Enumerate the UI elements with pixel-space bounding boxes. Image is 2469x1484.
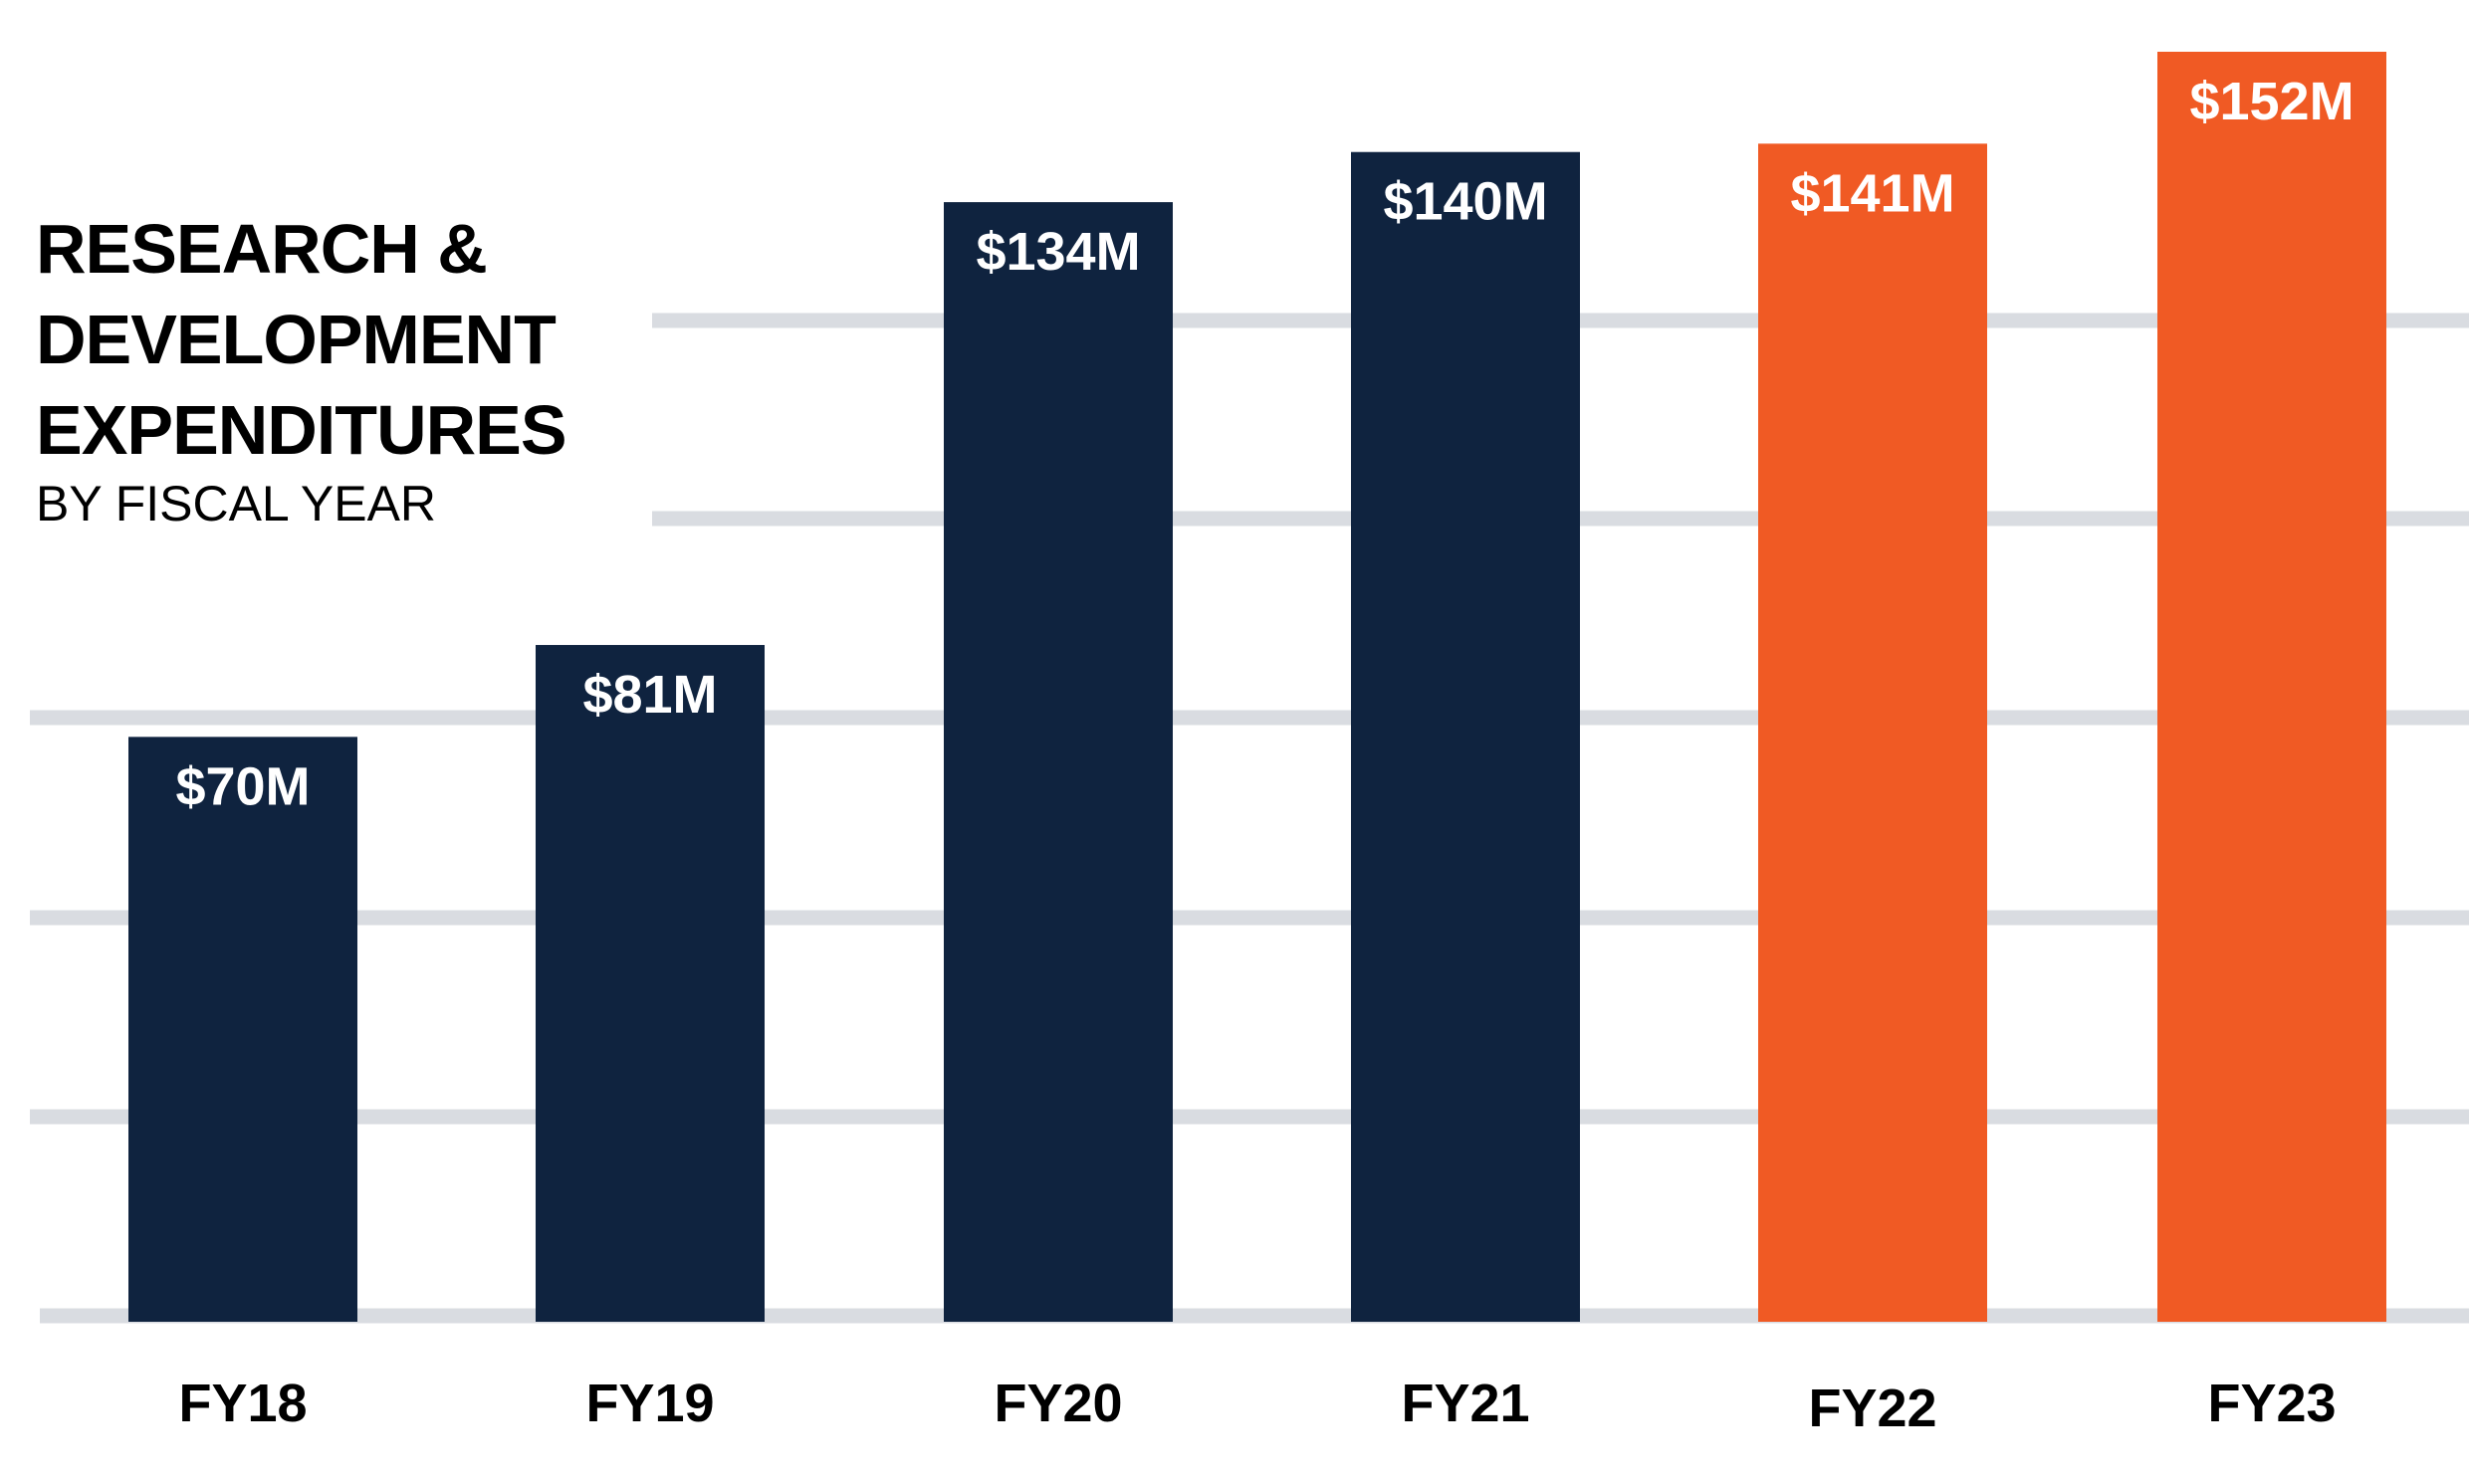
data-label-fy22: $141M bbox=[1790, 163, 1954, 223]
chart-title-line-2: DEVELOPMENT bbox=[36, 301, 557, 378]
x-tick-label-fy20: FY20 bbox=[994, 1374, 1122, 1433]
data-label-fy19: $81M bbox=[582, 665, 717, 725]
chart-subtitle: BY FISCAL YEAR bbox=[36, 476, 437, 531]
bar-fy18 bbox=[128, 737, 357, 1322]
bar-fy21 bbox=[1351, 151, 1580, 1323]
x-tick-label-fy21: FY21 bbox=[1401, 1374, 1529, 1433]
x-tick-label-fy23: FY23 bbox=[2207, 1374, 2336, 1433]
bar-fy22 bbox=[1758, 143, 1987, 1323]
x-tick-label-fy18: FY18 bbox=[178, 1374, 307, 1433]
bar-fy20 bbox=[944, 202, 1173, 1323]
data-label-fy18: $70M bbox=[175, 756, 310, 816]
bar-labels: $70M $81M $134M $140M $141M $152M bbox=[175, 72, 2354, 816]
data-label-fy21: $140M bbox=[1383, 172, 1547, 232]
x-tick-label-fy19: FY19 bbox=[585, 1374, 714, 1433]
bar-fy23 bbox=[2157, 52, 2386, 1322]
data-label-fy20: $134M bbox=[976, 222, 1140, 282]
chart-title-line-1: RESEARCH & bbox=[36, 210, 488, 288]
chart-title-block: RESEARCH & DEVELOPMENT EXPENDITURES BY F… bbox=[36, 204, 673, 531]
data-label-fy23: $152M bbox=[2189, 72, 2354, 131]
bars bbox=[128, 52, 2386, 1323]
x-tick-label-fy22: FY22 bbox=[1808, 1378, 1936, 1438]
chart-title-line-3: EXPENDITURES bbox=[36, 391, 567, 469]
bar-fy19 bbox=[536, 645, 765, 1322]
category-labels: FY18 FY19 FY20 FY21 FY22 FY23 bbox=[178, 1374, 2336, 1438]
